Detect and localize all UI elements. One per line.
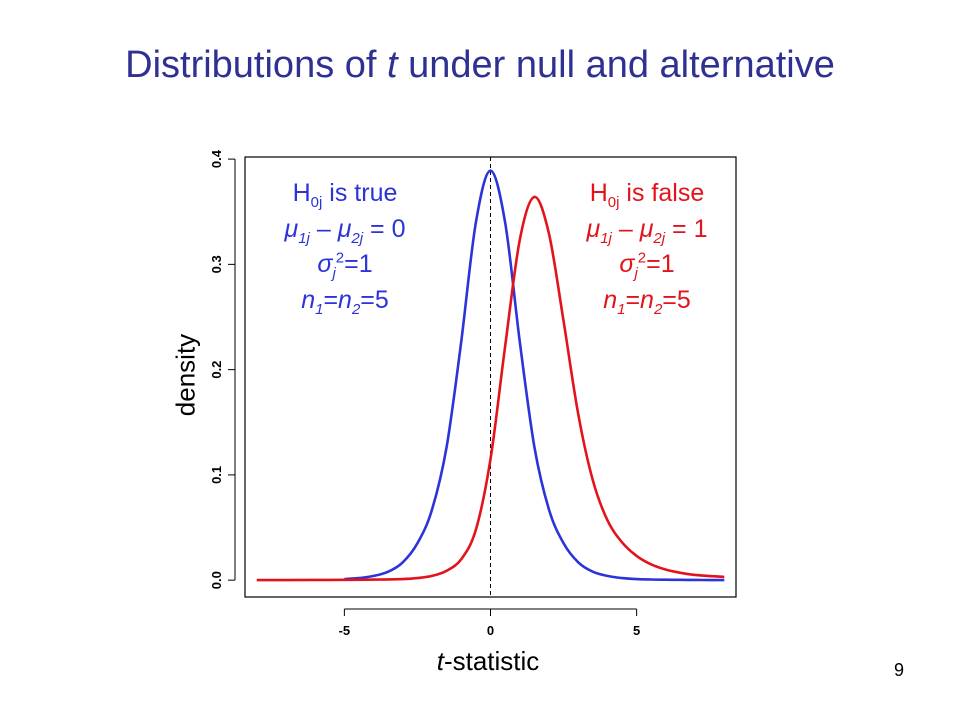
null-density-curve bbox=[344, 169, 725, 582]
y-axis: 0.0 0.1 0.2 0.3 0.4 bbox=[209, 149, 236, 589]
alt-sample-size-line: n1=n2=5 bbox=[603, 285, 691, 318]
alt-variance-line: σj2=1 bbox=[619, 249, 675, 282]
null-variance-line: σj2=1 bbox=[317, 249, 373, 282]
null-mean-difference-line: μ1j – μ2j = 0 bbox=[284, 214, 406, 247]
x-axis-label-suffix: -statistic bbox=[443, 646, 540, 676]
title-variable: t bbox=[387, 44, 398, 86]
y-tick-label: 0.3 bbox=[209, 255, 224, 273]
y-tick-label: 0.0 bbox=[209, 571, 224, 589]
x-tick-label: 0 bbox=[487, 623, 494, 638]
x-axis-label: t-statistic bbox=[0, 646, 960, 677]
x-tick-label: 5 bbox=[633, 623, 640, 638]
y-tick-label: 0.4 bbox=[209, 149, 224, 168]
x-tick-label: -5 bbox=[339, 623, 351, 638]
x-axis-label-variable: t bbox=[436, 646, 444, 676]
null-hypothesis-line: H0j is true bbox=[292, 179, 398, 211]
series-group bbox=[256, 169, 725, 582]
y-tick-label: 0.1 bbox=[209, 466, 224, 484]
slide-title: Distributions of t under null and altern… bbox=[0, 44, 960, 87]
alt-hypothesis-line: H0j is false bbox=[589, 179, 705, 211]
alternative-hypothesis-annotation: H0j is false μ1j – μ2j = 1 σj2=1 n1=n2=5 bbox=[552, 176, 742, 318]
null-sample-size-line: n1=n2=5 bbox=[301, 285, 389, 318]
y-tick-label: 0.2 bbox=[209, 361, 224, 379]
y-axis-label: density bbox=[170, 333, 201, 417]
alternative-density-curve bbox=[256, 195, 725, 582]
null-hypothesis-annotation: H0j is true μ1j – μ2j = 0 σj2=1 n1=n2=5 bbox=[250, 176, 440, 318]
title-prefix: Distributions of bbox=[125, 44, 388, 86]
page-number: 9 bbox=[893, 660, 904, 680]
alt-mean-difference-line: μ1j – μ2j = 1 bbox=[586, 214, 708, 247]
title-suffix: under null and alternative bbox=[397, 44, 835, 86]
x-axis: -5 0 5 bbox=[339, 608, 640, 638]
